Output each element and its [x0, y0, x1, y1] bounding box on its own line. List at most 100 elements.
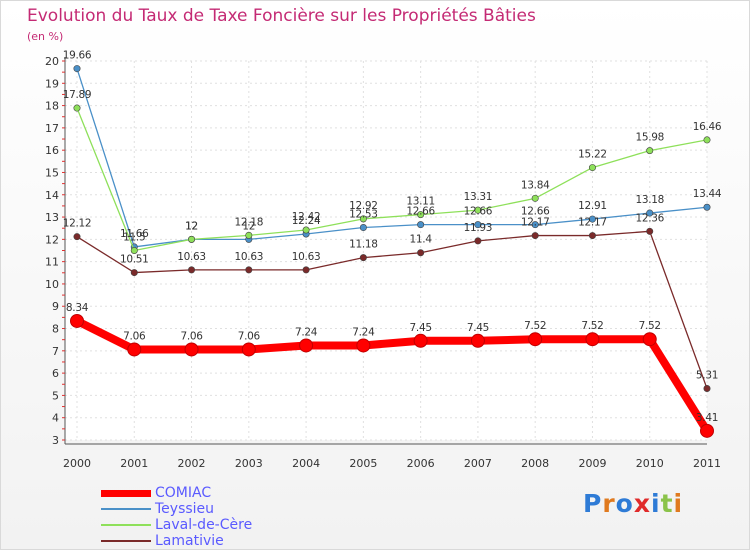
series-line-comiac — [73, 316, 711, 435]
data-label: 5.31 — [696, 370, 718, 382]
data-point — [184, 342, 199, 357]
data-point — [474, 221, 482, 229]
legend-item: Laval-de-Cère — [101, 517, 252, 533]
x-tick-label: 2009 — [578, 457, 606, 470]
data-label: 12.42 — [292, 211, 321, 223]
data-label: 12.91 — [578, 200, 607, 212]
data-label: 12.17 — [521, 217, 550, 229]
data-point — [700, 423, 714, 438]
y-tick-label: 16 — [45, 144, 59, 157]
data-label: 12.92 — [349, 200, 378, 212]
data-label: 11.5 — [123, 232, 145, 244]
data-label: 12.18 — [235, 216, 264, 228]
data-label: 15.98 — [635, 132, 664, 144]
y-tick-label: 20 — [45, 55, 59, 68]
data-label: 7.52 — [524, 320, 546, 332]
data-point — [703, 203, 711, 211]
data-point — [588, 215, 596, 223]
series-line-lamativie — [76, 230, 708, 390]
data-point — [413, 333, 428, 348]
data-label: 10.63 — [235, 251, 264, 263]
data-point — [130, 269, 138, 277]
data-point — [588, 164, 596, 172]
y-tick-label: 13 — [45, 211, 59, 224]
y-tick-label: 6 — [52, 367, 59, 380]
y-axis-unit-label: (en %) — [27, 30, 64, 43]
logo-letter: x — [633, 489, 651, 518]
data-point — [359, 224, 367, 232]
data-label: 10.63 — [292, 251, 321, 263]
data-point — [470, 333, 485, 348]
logo-letter: r — [602, 489, 616, 518]
data-point — [646, 147, 654, 155]
data-label: 3.41 — [696, 412, 718, 424]
data-label: 12.36 — [635, 212, 664, 224]
data-point — [356, 338, 371, 353]
logo-letter: P — [583, 489, 603, 518]
y-tick-label: 3 — [52, 434, 59, 447]
data-point — [474, 206, 482, 214]
legend-swatch — [101, 489, 151, 497]
legend-label: Laval-de-Cère — [155, 517, 253, 533]
y-tick-label: 19 — [45, 77, 59, 90]
data-point — [417, 211, 425, 219]
legend-label: Lamativie — [155, 533, 224, 549]
data-point — [646, 209, 654, 217]
legend-swatch — [101, 524, 151, 526]
data-label: 15.22 — [578, 149, 607, 161]
data-point — [302, 226, 310, 234]
data-label: 11.93 — [464, 222, 493, 234]
data-point — [70, 313, 84, 328]
data-label: 12.66 — [464, 206, 493, 218]
data-label: 17.89 — [63, 89, 92, 101]
data-label: 12 — [185, 220, 198, 232]
data-point — [585, 332, 600, 347]
data-label: 7.52 — [639, 320, 661, 332]
logo-letter: o — [615, 489, 634, 518]
proxiti-logo: Proxiti — [583, 489, 683, 518]
y-tick-label: 9 — [52, 300, 59, 313]
y-tick-label: 11 — [45, 256, 59, 269]
data-point — [531, 221, 539, 229]
data-point — [241, 342, 256, 357]
data-point — [531, 232, 539, 240]
data-label: 7.24 — [295, 326, 318, 338]
x-tick-label: 2002 — [178, 457, 206, 470]
logo-letter: i — [673, 489, 684, 518]
legend-item: Teyssieu — [101, 501, 252, 517]
data-label: 12.66 — [406, 206, 435, 218]
data-label: 13.11 — [406, 196, 435, 208]
legend-swatch — [101, 540, 151, 542]
data-point — [359, 254, 367, 262]
plot-area — [65, 61, 707, 440]
data-point — [299, 338, 314, 353]
data-point — [127, 342, 142, 357]
y-tick-label: 5 — [52, 389, 59, 402]
data-point — [130, 247, 138, 255]
series-line-laval-de-cère — [76, 107, 708, 252]
y-tick-label: 12 — [45, 233, 59, 246]
data-label: 7.06 — [123, 330, 146, 342]
legend-swatch — [101, 508, 151, 510]
data-point — [531, 194, 539, 202]
x-tick-label: 2010 — [636, 457, 664, 470]
data-label: 12.66 — [521, 206, 550, 218]
data-point — [474, 237, 482, 245]
y-tick-label: 17 — [45, 122, 59, 135]
chart-title: Evolution du Taux de Taxe Foncière sur l… — [27, 6, 536, 26]
legend-item: COMIAC — [101, 485, 252, 501]
data-label: 12.24 — [292, 215, 321, 227]
data-label: 10.63 — [177, 251, 206, 263]
chart-legend: COMIAC Teyssieu Laval-de-Cère Lamativie — [101, 485, 252, 549]
data-label: 7.45 — [410, 322, 432, 334]
y-tick-label: 8 — [52, 323, 59, 336]
x-tick-label: 2003 — [235, 457, 263, 470]
y-tick-label: 10 — [45, 278, 59, 291]
data-point — [703, 136, 711, 144]
x-tick-label: 2011 — [693, 457, 721, 470]
data-label: 13.84 — [521, 179, 550, 191]
data-label: 12 — [242, 220, 255, 232]
legend-label: Teyssieu — [155, 501, 215, 517]
